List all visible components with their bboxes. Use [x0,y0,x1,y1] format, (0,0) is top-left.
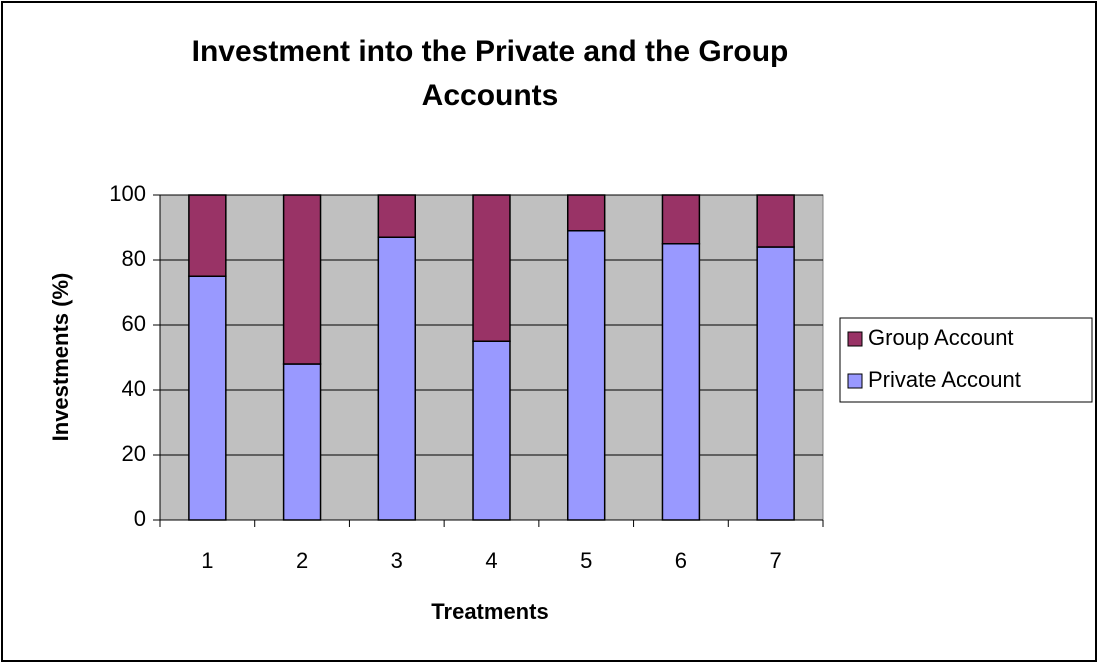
bar-segment [661,194,701,245]
legend-label: Group Account [868,325,1014,350]
bar-segment [756,246,795,521]
bar-segment [282,363,322,521]
legend-box [839,317,1093,403]
bar-segment [472,194,511,342]
legend-swatch [847,373,863,389]
chart-title: Investment into the Private and the Grou… [191,35,789,112]
y-tick-label: 0 [134,506,146,531]
y-tick-label: 60 [122,311,146,336]
x-tick-label: 5 [580,548,592,573]
x-tick-label: 6 [675,548,687,573]
y-tick-label: 20 [122,441,146,466]
legend-swatch [847,331,863,347]
x-tick-label: 1 [201,548,213,573]
bar-segment [661,243,701,521]
bar-segment [188,275,227,521]
y-tick-label: 100 [109,181,146,206]
bar-segment [472,340,511,521]
bar-segment [566,194,606,232]
bar-segment [377,194,417,238]
bar-segment [377,236,417,521]
x-tick-label: 4 [485,548,497,573]
x-tick-label: 7 [770,548,782,573]
bar-segment [282,194,322,365]
bar-segment [566,230,606,521]
x-axis-label: Treatments [431,599,548,624]
bar-segment [756,194,795,248]
legend-label: Private Account [868,367,1021,392]
y-tick-label: 80 [122,246,146,271]
y-tick-label: 40 [122,376,146,401]
y-axis-label: Investments (%) [48,273,73,442]
x-tick-label: 3 [391,548,403,573]
bar-segment [188,194,227,277]
x-tick-label: 2 [296,548,308,573]
